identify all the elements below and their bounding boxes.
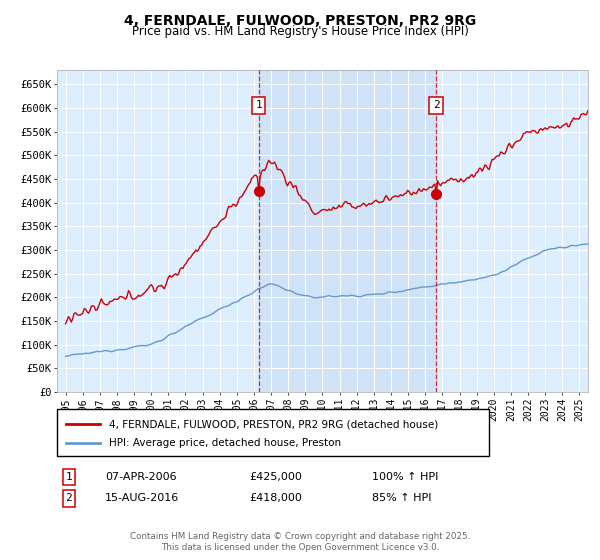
Text: Price paid vs. HM Land Registry's House Price Index (HPI): Price paid vs. HM Land Registry's House …: [131, 25, 469, 38]
Text: 85% ↑ HPI: 85% ↑ HPI: [372, 493, 431, 503]
Text: 1: 1: [65, 472, 73, 482]
Text: 100% ↑ HPI: 100% ↑ HPI: [372, 472, 439, 482]
FancyBboxPatch shape: [57, 409, 489, 456]
Text: HPI: Average price, detached house, Preston: HPI: Average price, detached house, Pres…: [109, 438, 341, 448]
Text: 2: 2: [433, 100, 439, 110]
Text: 1: 1: [255, 100, 262, 110]
Text: £425,000: £425,000: [249, 472, 302, 482]
Text: 15-AUG-2016: 15-AUG-2016: [105, 493, 179, 503]
Text: 4, FERNDALE, FULWOOD, PRESTON, PR2 9RG: 4, FERNDALE, FULWOOD, PRESTON, PR2 9RG: [124, 14, 476, 28]
Text: Contains HM Land Registry data © Crown copyright and database right 2025.
This d: Contains HM Land Registry data © Crown c…: [130, 532, 470, 552]
Text: 2: 2: [65, 493, 73, 503]
Text: 07-APR-2006: 07-APR-2006: [105, 472, 176, 482]
Bar: [259, 70, 436, 392]
Text: £418,000: £418,000: [249, 493, 302, 503]
Text: 4, FERNDALE, FULWOOD, PRESTON, PR2 9RG (detached house): 4, FERNDALE, FULWOOD, PRESTON, PR2 9RG (…: [109, 419, 438, 429]
